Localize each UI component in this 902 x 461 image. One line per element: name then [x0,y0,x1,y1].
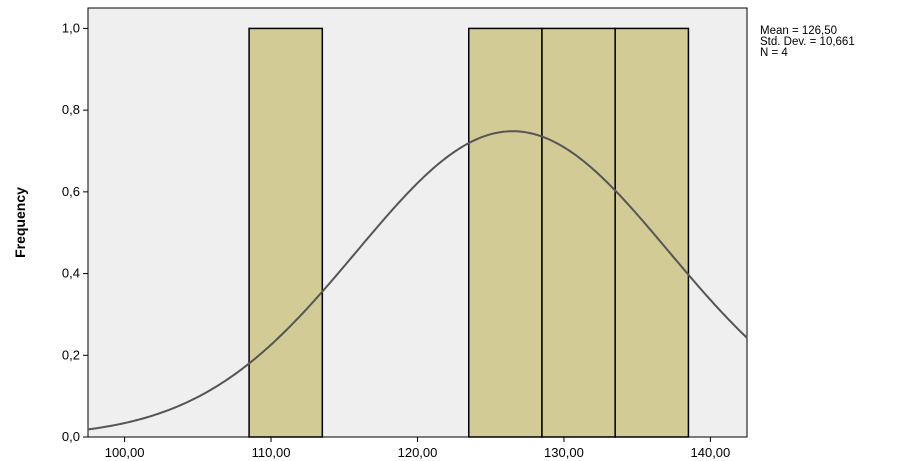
y-tick-label: 0,0 [62,429,80,444]
normal-curve [87,130,748,431]
n-label: N = 4 [760,47,788,59]
histogram-bar [468,27,543,438]
x-tick-label: 140,00 [691,445,731,460]
x-tick-label: 100,00 [105,445,145,460]
y-tick-label: 0,4 [62,266,80,281]
std-dev-label: Std. Dev. = 10,661 [760,36,855,48]
x-tick-label: 110,00 [252,445,291,460]
y-tick-label: 0,6 [62,184,80,199]
y-tick-label: 0,2 [62,347,80,362]
stats-legend: Mean = 126,50 Std. Dev. = 10,661 N = 4 [760,25,855,59]
y-tick-label: 0,8 [62,102,80,117]
bars-group [248,27,690,438]
y-tick-label: 1,0 [62,20,80,35]
x-tick-label: 120,00 [398,445,438,460]
x-tick-label: 130,00 [544,445,584,460]
y-axis-title: Frequency [12,187,28,258]
histogram-bar [541,27,616,438]
mean-label: Mean = 126,50 [760,25,838,37]
histogram-bar [248,27,324,438]
axes-group: 0,0 0,2 0,4 0,6 0,8 1,0 100,00 110,00 120,00 130,… [62,20,730,460]
